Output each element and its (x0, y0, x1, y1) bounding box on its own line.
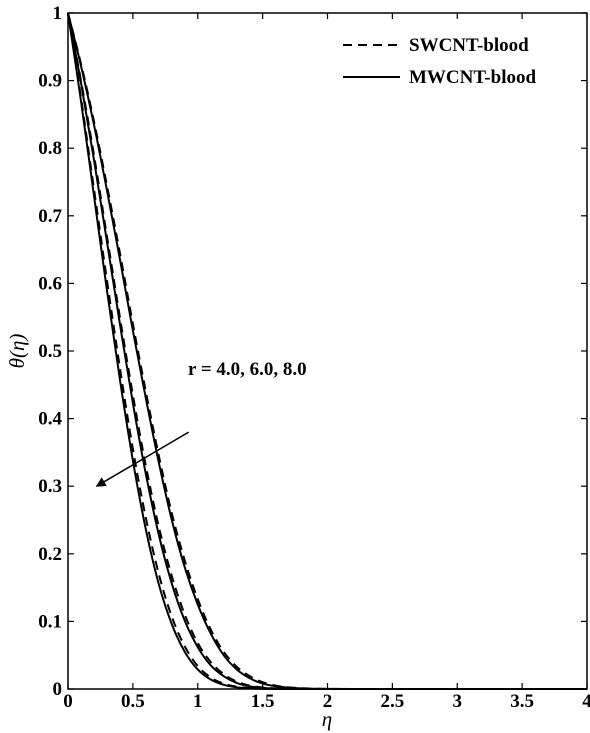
y-tick-label: 0.8 (38, 138, 62, 159)
x-tick-label: 0 (63, 691, 73, 712)
series-layer (67, 12, 587, 691)
x-axis-label: η (322, 707, 332, 731)
y-tick-label: 0.2 (38, 544, 62, 565)
y-tick-label: 0 (53, 679, 63, 700)
legend-label-swcnt: SWCNT-blood (409, 35, 529, 56)
legend: SWCNT-blood MWCNT-blood (343, 35, 536, 88)
y-tick-label: 0.4 (38, 409, 62, 430)
y-tick-label: 0.3 (38, 476, 62, 497)
series-line-5 (67, 12, 587, 691)
y-tick-label: 0.1 (38, 611, 62, 632)
y-tick-label: 0.9 (38, 71, 62, 92)
x-tick-label: 2 (323, 691, 333, 712)
legend-label-mwcnt: MWCNT-blood (409, 67, 536, 88)
y-tick-label: 0.7 (38, 206, 62, 227)
y-axis-ticks: 0 0.1 0.2 0.3 0.4 0.5 0.6 0.7 0.8 0.9 1 (38, 3, 587, 700)
y-tick-label: 0.6 (38, 273, 62, 294)
annotation-label: r = 4.0, 6.0, 8.0 (188, 359, 307, 380)
x-tick-label: 4 (582, 691, 590, 712)
y-tick-label: 0.5 (38, 341, 62, 362)
annotation-arrow (95, 431, 190, 487)
x-tick-label: 1.5 (251, 691, 275, 712)
x-tick-label: 2.5 (381, 691, 405, 712)
x-axis-ticks: 0 0.5 1 1.5 2 2.5 3 3.5 4 (63, 13, 590, 712)
x-tick-label: 0.5 (121, 691, 145, 712)
y-axis-label: θ(η) (5, 334, 29, 369)
y-tick-label: 1 (53, 3, 63, 24)
annotation: r = 4.0, 6.0, 8.0 (95, 359, 307, 487)
plot-area (67, 12, 588, 690)
x-tick-label: 1 (193, 691, 203, 712)
x-tick-label: 3.5 (510, 691, 534, 712)
x-tick-label: 3 (453, 691, 463, 712)
